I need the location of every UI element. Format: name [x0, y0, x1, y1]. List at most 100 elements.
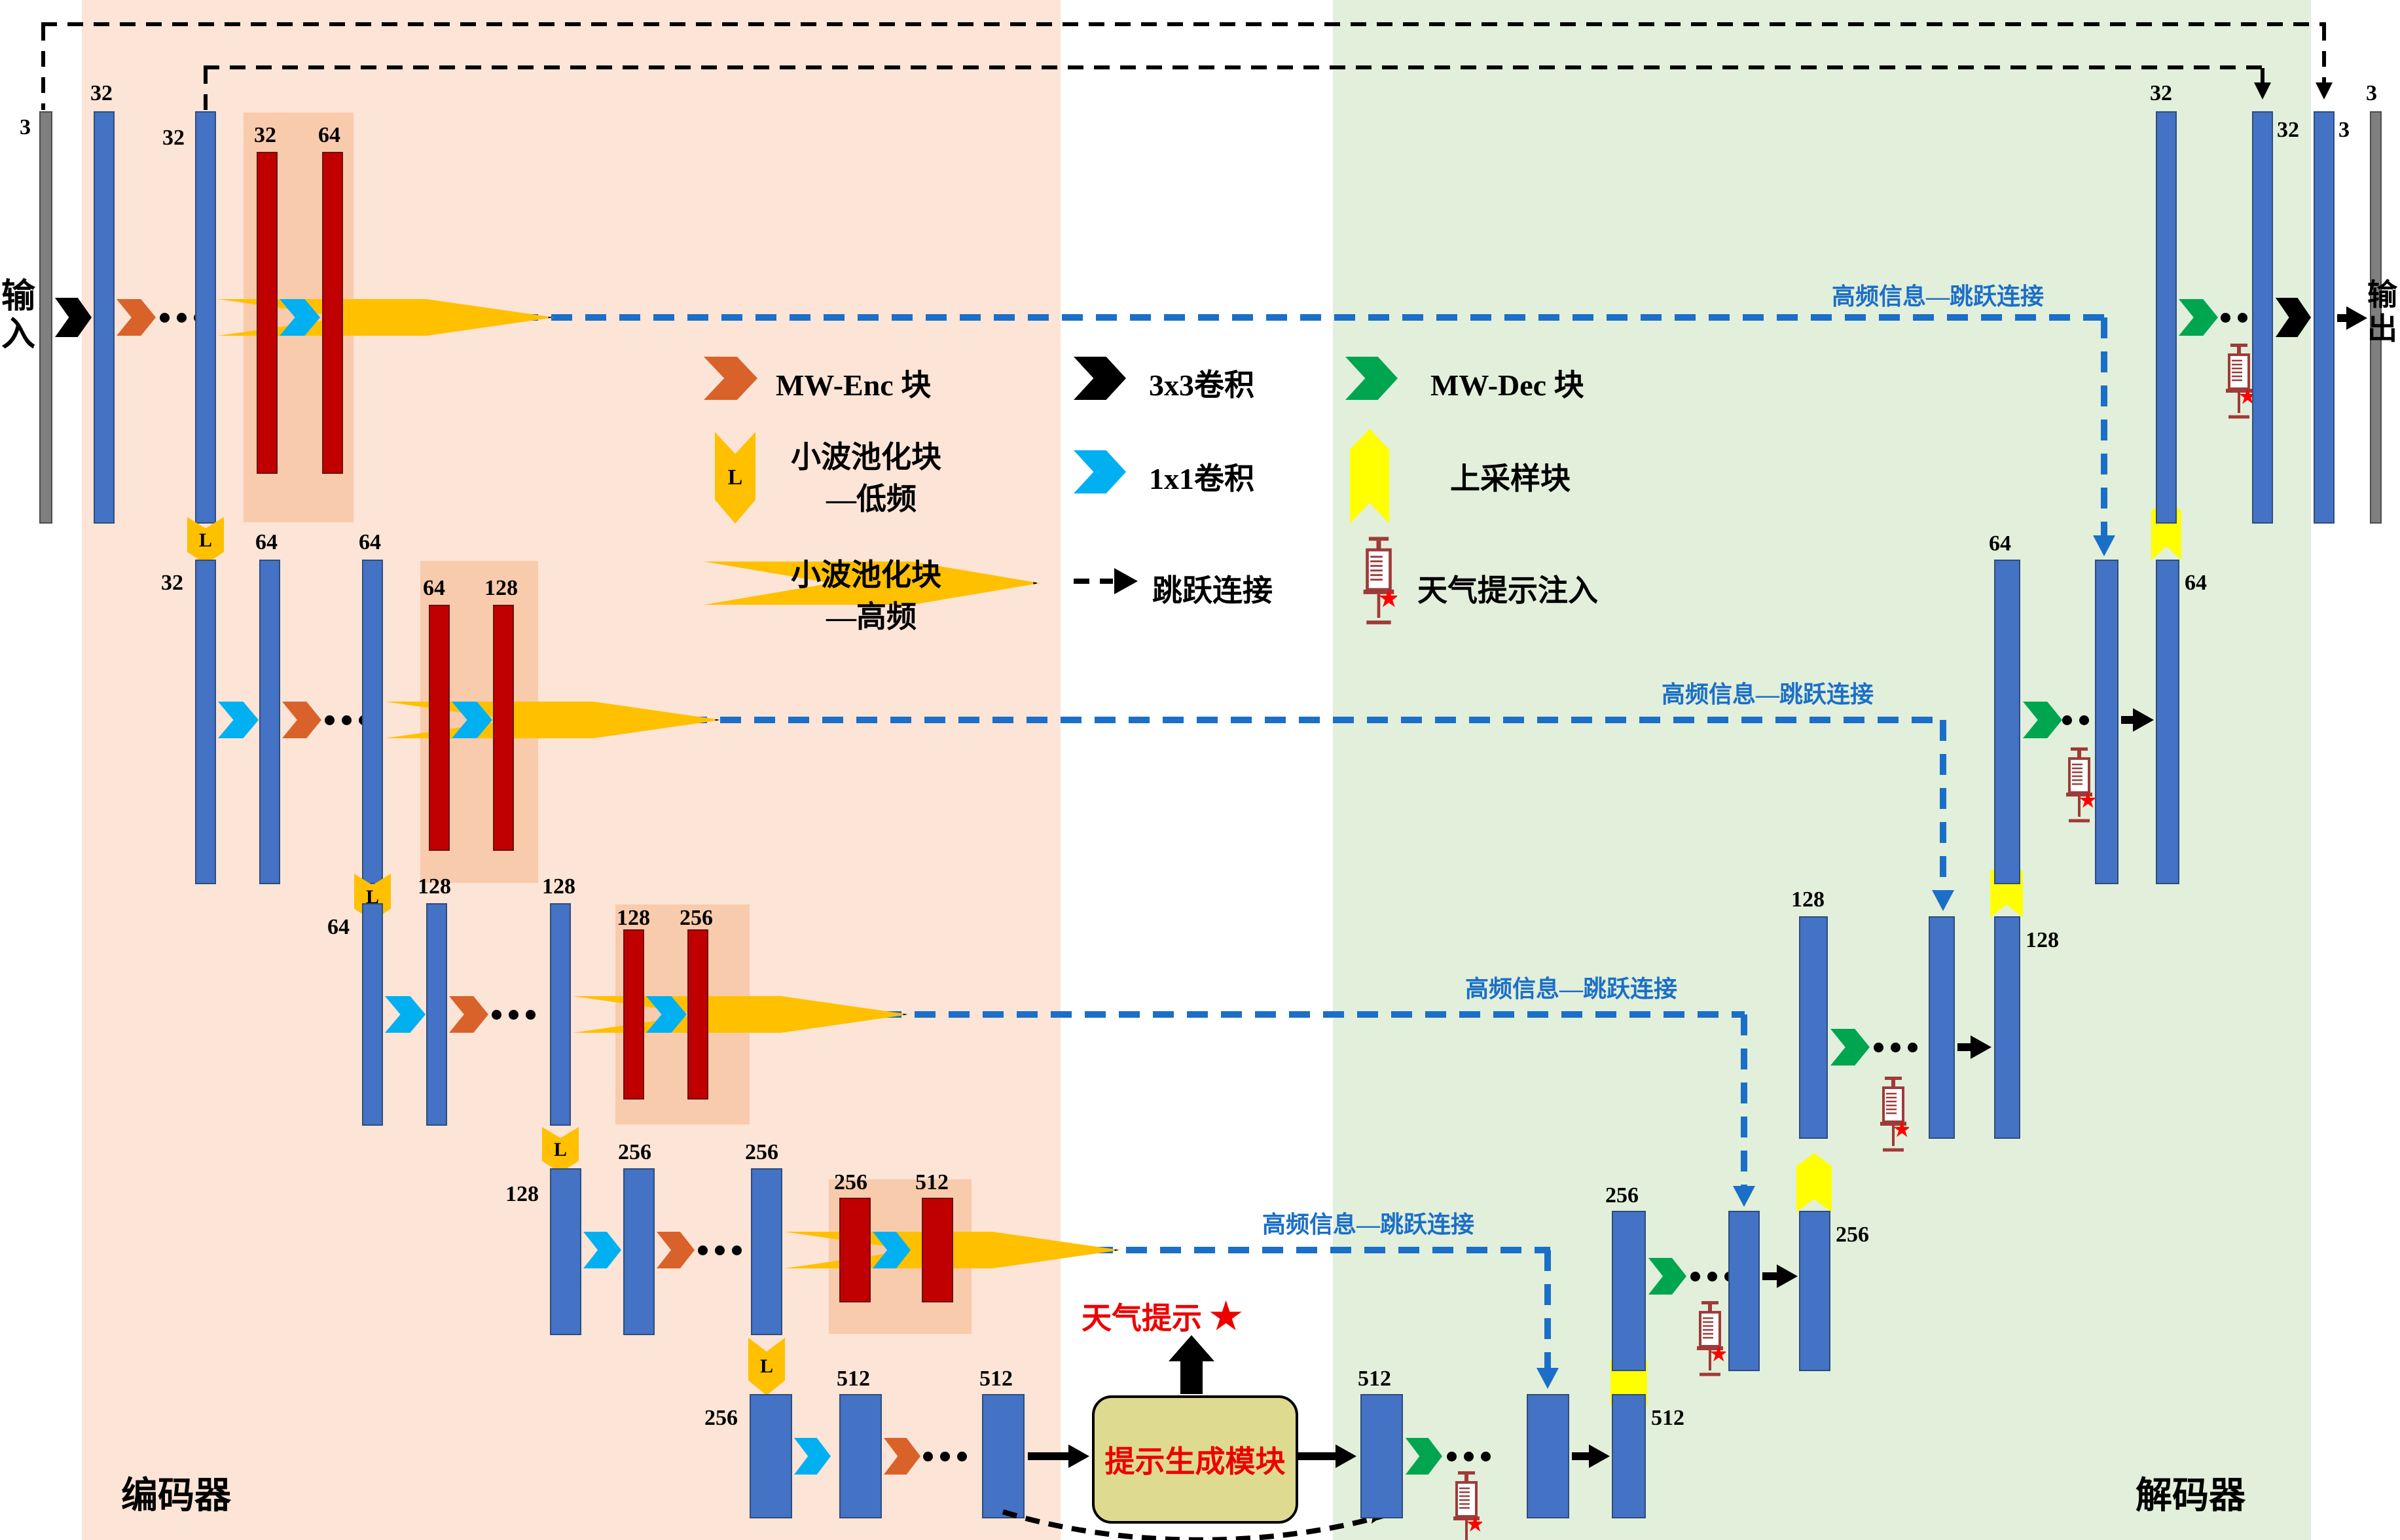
- feature-bar-d2b3: [2156, 560, 2179, 884]
- highfreq-bar-e4r2: [922, 1198, 953, 1302]
- syringe-icon: [1878, 1077, 1909, 1153]
- legend-label: 小波池化块: [791, 440, 941, 474]
- feature-bar-d1b2: [2252, 111, 2273, 524]
- feature-bar-e1b2: [195, 111, 216, 524]
- input-title: 输入: [1, 278, 36, 354]
- channel-label: 3: [2366, 81, 2377, 105]
- conv-arrow: [2121, 716, 2134, 724]
- feature-bar-e4b3: [751, 1168, 782, 1335]
- feature-bar-e2b3: [362, 560, 383, 884]
- feature-bar-d2b1: [1994, 560, 2020, 884]
- legend-label: 上采样块: [1450, 462, 1571, 495]
- syringe-icon: [2064, 747, 2095, 823]
- channel-label: 64: [1989, 531, 2011, 556]
- feature-bar-d4b1: [1612, 1211, 1646, 1371]
- feature-bar-d4b3: [1799, 1211, 1830, 1371]
- feature-bar-e5b1: [750, 1394, 792, 1518]
- legend-label: —低频: [826, 482, 917, 516]
- feature-bar-e2b2: [259, 560, 280, 884]
- channel-label: 512: [1651, 1406, 1684, 1430]
- channel-label: 3: [2338, 118, 2350, 142]
- feature-bar-d3b3: [1994, 916, 2020, 1139]
- channel-label: 128: [484, 576, 518, 600]
- hf-skip-line-l2: [516, 717, 1943, 723]
- feature-bar-e5b2: [839, 1394, 882, 1518]
- legend-label: 小波池化块: [791, 558, 941, 592]
- feature-bar-e3b1: [362, 903, 383, 1126]
- hf-skip-label-l1: 高频信息—跳跃连接: [1831, 283, 2044, 310]
- feature-bar-d3b2: [1929, 916, 1955, 1139]
- channel-label: 256: [704, 1406, 738, 1430]
- feature-bar-e2b1: [195, 560, 216, 884]
- hf-skip-label-l2: 高频信息—跳跃连接: [1661, 681, 1874, 707]
- syringe-icon: [1360, 537, 1397, 626]
- legend-label: 天气提示注入: [1417, 574, 1598, 607]
- output-title: 输出: [2367, 278, 2397, 346]
- feature-bar-d5b2: [1527, 1394, 1569, 1518]
- channel-label: 256: [680, 906, 713, 930]
- channel-label: 64: [2185, 571, 2207, 595]
- conv-arrow: [1572, 1452, 1590, 1460]
- hf-skip-line-l4: [956, 1247, 1550, 1253]
- legend-label: 跳跃连接: [1152, 574, 1273, 607]
- hf-skip-line-l1: [347, 314, 2107, 321]
- weather-arrow-shaft: [1180, 1360, 1203, 1394]
- prompt-generation-module: 提示生成模块: [1092, 1395, 1298, 1524]
- hf-skip-arrowhead-l3-icon: [1733, 1186, 1755, 1207]
- feature-bar-e4b2: [623, 1168, 655, 1335]
- conv-arrow: [1762, 1272, 1778, 1280]
- highfreq-bar-e4r1: [839, 1198, 871, 1302]
- input-skip-vertical-left: [41, 25, 45, 110]
- channel-label: 512: [1358, 1367, 1391, 1391]
- feature-bar-d2b2: [2095, 560, 2118, 884]
- feature-bar-d5b1: [1360, 1394, 1403, 1518]
- weather-star-icon: ★: [1209, 1297, 1243, 1337]
- encoder-title: 编码器: [121, 1476, 231, 1516]
- feature-skip-horizontal: [204, 65, 2264, 69]
- channel-label: 128: [542, 874, 575, 899]
- channel-label: 256: [1605, 1183, 1639, 1208]
- channel-label: 64: [255, 530, 278, 554]
- highfreq-bar-e2r2: [493, 605, 514, 851]
- feature-bar-e1b1: [94, 111, 115, 524]
- channel-label: 128: [2026, 928, 2059, 952]
- channel-label: 64: [327, 915, 350, 939]
- legend-label: MW-Enc 块: [776, 368, 932, 402]
- feature-bar-d1b1: [2156, 111, 2177, 524]
- prompt-module-label: 提示生成模块: [1104, 1445, 1286, 1478]
- weather-prompt-text: 天气提示: [1082, 1302, 1202, 1335]
- input-skip-horizontal: [41, 22, 2326, 26]
- legend-label: MW-Dec 块: [1430, 368, 1584, 402]
- highfreq-bar-e1r2: [322, 152, 343, 474]
- syringe-icon: [1694, 1301, 1726, 1377]
- channel-label: 64: [318, 123, 340, 147]
- feature-skip-arrowhead-icon: [2254, 82, 2271, 99]
- hf-skip-arrowhead-l2-icon: [1932, 890, 1954, 911]
- decoder-title: 解码器: [2136, 1476, 2245, 1516]
- feature-bar-e3b3: [550, 903, 571, 1126]
- repeat-dots-icon: [1690, 1272, 1734, 1281]
- channel-label: 256: [1836, 1223, 1869, 1247]
- channel-label: 512: [979, 1367, 1013, 1391]
- highfreq-bar-e1r1: [257, 152, 278, 474]
- hf-skip-line-l3: [710, 1011, 1745, 1018]
- conv-arrow: [2337, 314, 2348, 322]
- channel-label: 32: [254, 123, 276, 147]
- channel-label: 128: [418, 874, 451, 899]
- channel-label: 128: [617, 906, 650, 930]
- hf-skip-label-l3: 高频信息—跳跃连接: [1464, 976, 1677, 1002]
- feature-bar-d5b3: [1612, 1394, 1646, 1518]
- channel-label: 64: [423, 576, 445, 600]
- feature-bar-d4b2: [1728, 1211, 1760, 1371]
- input-bar: [39, 111, 52, 524]
- channel-label: 32: [2150, 81, 2172, 105]
- channel-label: 512: [915, 1170, 949, 1194]
- hf-skip-arrowhead-l4-icon: [1536, 1368, 1559, 1389]
- skip-dashed-arrowhead-icon: [1114, 568, 1138, 594]
- channel-label: 256: [618, 1140, 651, 1164]
- repeat-dots-icon: [492, 1010, 536, 1020]
- conv-arrow: [1298, 1452, 1337, 1460]
- input-skip-vertical-right: [2322, 25, 2326, 82]
- channel-label: 128: [505, 1182, 539, 1206]
